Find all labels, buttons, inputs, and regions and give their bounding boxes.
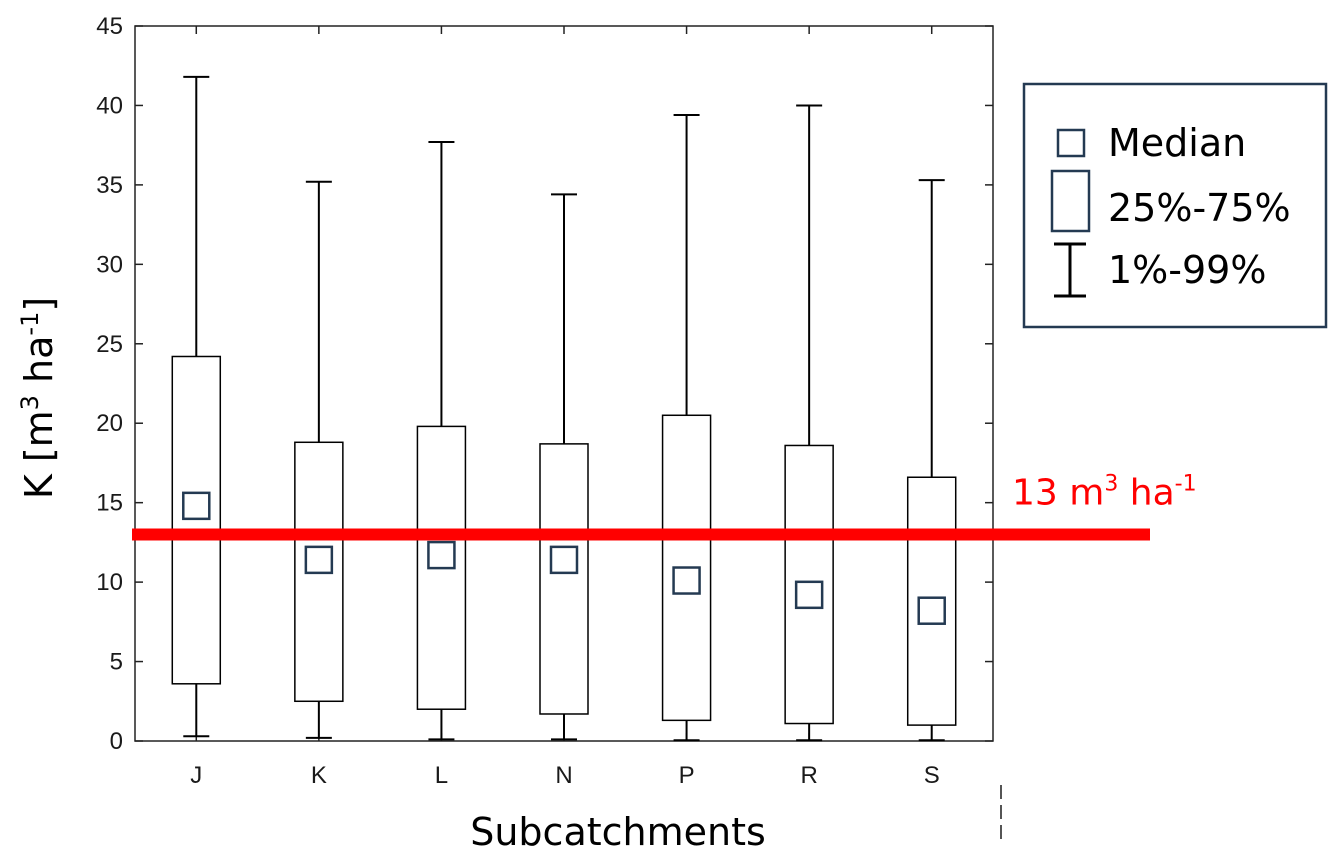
y-tick-label: 0: [110, 728, 123, 755]
x-tick-label: R: [800, 762, 817, 789]
median-marker-R: [794, 580, 824, 610]
legend-whisker-icon: [1054, 242, 1086, 298]
box-R: [784, 104, 834, 742]
y-tick-label: 20: [96, 410, 123, 437]
box-series: [171, 75, 957, 742]
legend-box-icon: [1050, 169, 1091, 233]
y-tick-label: 30: [96, 251, 123, 278]
median-marker-J: [182, 491, 211, 521]
y-axis-title: K [m3 ha-1]: [16, 297, 61, 499]
iqr-box: [906, 476, 957, 726]
median-marker-L: [427, 540, 456, 570]
legend-median-label: Median: [1108, 121, 1246, 165]
iqr-box: [539, 443, 589, 715]
box-K: [294, 180, 344, 739]
legend: Median 25%-75% 1%-99%: [1022, 82, 1328, 329]
iqr-box: [171, 355, 222, 685]
reference-line-label: 13 m3 ha-1: [1012, 471, 1197, 513]
box-N: [539, 193, 589, 741]
legend-whisker-label: 1%-99%: [1108, 248, 1266, 292]
x-tick-label: S: [924, 762, 940, 789]
box-S: [906, 179, 957, 742]
x-axis-title: Subcatchments: [470, 810, 766, 854]
box-L: [416, 140, 467, 741]
legend-box-label: 25%-75%: [1108, 186, 1291, 230]
x-tick-label: L: [435, 762, 448, 789]
box-P: [661, 113, 712, 742]
x-tick-label: J: [190, 762, 202, 789]
median-marker-S: [917, 596, 946, 625]
x-tick-label: K: [311, 762, 327, 789]
median-marker-N: [549, 545, 579, 575]
median-marker-K: [304, 545, 334, 575]
y-axis: 0 5 10 15 20 25 30 35 40 45: [96, 13, 993, 755]
reference-line-group: 13 m3 ha-1: [132, 471, 1197, 625]
y-tick-label: 25: [96, 331, 123, 358]
y-tick-label: 35: [96, 172, 123, 199]
legend-median-icon: [1056, 128, 1086, 158]
y-tick-label: 45: [96, 13, 123, 40]
x-tick-label: P: [679, 762, 695, 789]
iqr-box: [784, 444, 834, 725]
y-tick-label: 5: [110, 649, 123, 676]
y-tick-label: 40: [96, 92, 123, 119]
y-tick-label: 10: [96, 569, 123, 596]
median-marker-P: [672, 566, 701, 595]
box-J: [171, 75, 222, 738]
legend-frame: [1022, 82, 1328, 329]
x-tick-label: N: [555, 762, 572, 789]
y-tick-label: 15: [96, 490, 123, 517]
